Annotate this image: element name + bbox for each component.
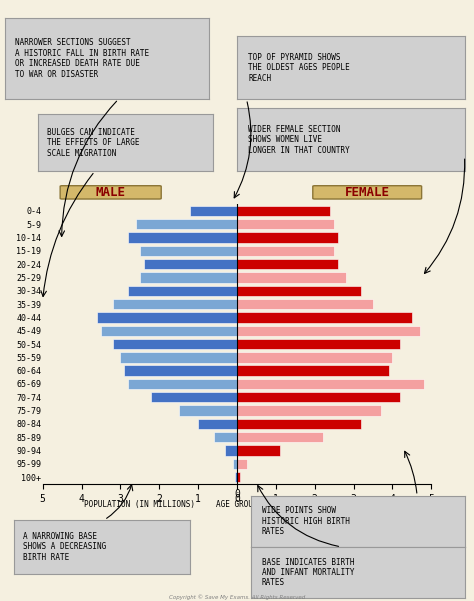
Bar <box>237 246 334 256</box>
Bar <box>237 259 338 269</box>
Text: FEMALE: FEMALE <box>345 186 390 199</box>
Bar <box>237 313 412 323</box>
Bar <box>237 419 361 429</box>
Bar <box>179 406 237 416</box>
Bar <box>128 285 237 296</box>
Bar <box>128 233 237 243</box>
Text: BASE INDICATES BIRTH
AND INFANT MORTALITY
RATES: BASE INDICATES BIRTH AND INFANT MORTALIT… <box>262 558 355 587</box>
Bar <box>237 406 381 416</box>
Bar <box>237 339 400 349</box>
Bar <box>237 285 361 296</box>
Bar <box>237 432 322 442</box>
Bar <box>144 259 237 269</box>
Bar <box>120 352 237 362</box>
Text: WIDER FEMALE SECTION
SHOWS WOMEN LIVE
LONGER IN THAT COUNTRY: WIDER FEMALE SECTION SHOWS WOMEN LIVE LO… <box>248 125 350 154</box>
Text: Copyright © Save My Exams. All Rights Reserved: Copyright © Save My Exams. All Rights Re… <box>169 595 305 600</box>
Text: MALE: MALE <box>96 186 126 199</box>
Text: WIDE POINTS SHOW
HISTORIC HIGH BIRTH
RATES: WIDE POINTS SHOW HISTORIC HIGH BIRTH RAT… <box>262 507 350 536</box>
Bar <box>237 219 334 230</box>
Bar <box>136 219 237 230</box>
FancyBboxPatch shape <box>313 186 421 199</box>
Text: POPULATION (IN MILLIONS): POPULATION (IN MILLIONS) <box>84 500 195 509</box>
Bar <box>198 419 237 429</box>
Text: POPULATION (IN MILLIONS): POPULATION (IN MILLIONS) <box>279 500 390 509</box>
Bar <box>233 459 237 469</box>
Bar <box>237 299 373 310</box>
Bar <box>237 206 330 216</box>
Bar <box>237 352 392 362</box>
Bar <box>237 233 338 243</box>
Bar <box>237 459 246 469</box>
Bar <box>237 365 389 376</box>
Bar <box>237 272 346 282</box>
Bar <box>101 326 237 336</box>
Bar <box>225 445 237 456</box>
Bar <box>113 339 237 349</box>
Bar <box>237 472 240 483</box>
Text: TOP OF PYRAMID SHOWS
THE OLDEST AGES PEOPLE
REACH: TOP OF PYRAMID SHOWS THE OLDEST AGES PEO… <box>248 53 350 82</box>
Text: NARROWER SECTIONS SUGGEST
A HISTORIC FALL IN BIRTH RATE
OR INCREASED DEATH RATE : NARROWER SECTIONS SUGGEST A HISTORIC FAL… <box>15 38 149 79</box>
Bar <box>128 379 237 389</box>
Text: BULGES CAN INDICATE
THE EFFECTS OF LARGE
SCALE MIGRATION: BULGES CAN INDICATE THE EFFECTS OF LARGE… <box>46 128 139 157</box>
Bar <box>191 206 237 216</box>
FancyBboxPatch shape <box>60 186 161 199</box>
Bar <box>237 326 419 336</box>
Bar <box>140 272 237 282</box>
Bar <box>237 379 424 389</box>
Bar <box>237 445 280 456</box>
Bar <box>235 472 237 483</box>
Text: AGE GROUP: AGE GROUP <box>216 500 258 509</box>
Bar <box>237 392 400 403</box>
Bar <box>214 432 237 442</box>
Bar <box>113 299 237 310</box>
Bar <box>97 313 237 323</box>
Bar <box>152 392 237 403</box>
Text: A NARROWING BASE
SHOWS A DECREASING
BIRTH RATE: A NARROWING BASE SHOWS A DECREASING BIRT… <box>23 532 106 562</box>
Bar <box>140 246 237 256</box>
Text: 0: 0 <box>234 489 240 499</box>
Bar <box>124 365 237 376</box>
